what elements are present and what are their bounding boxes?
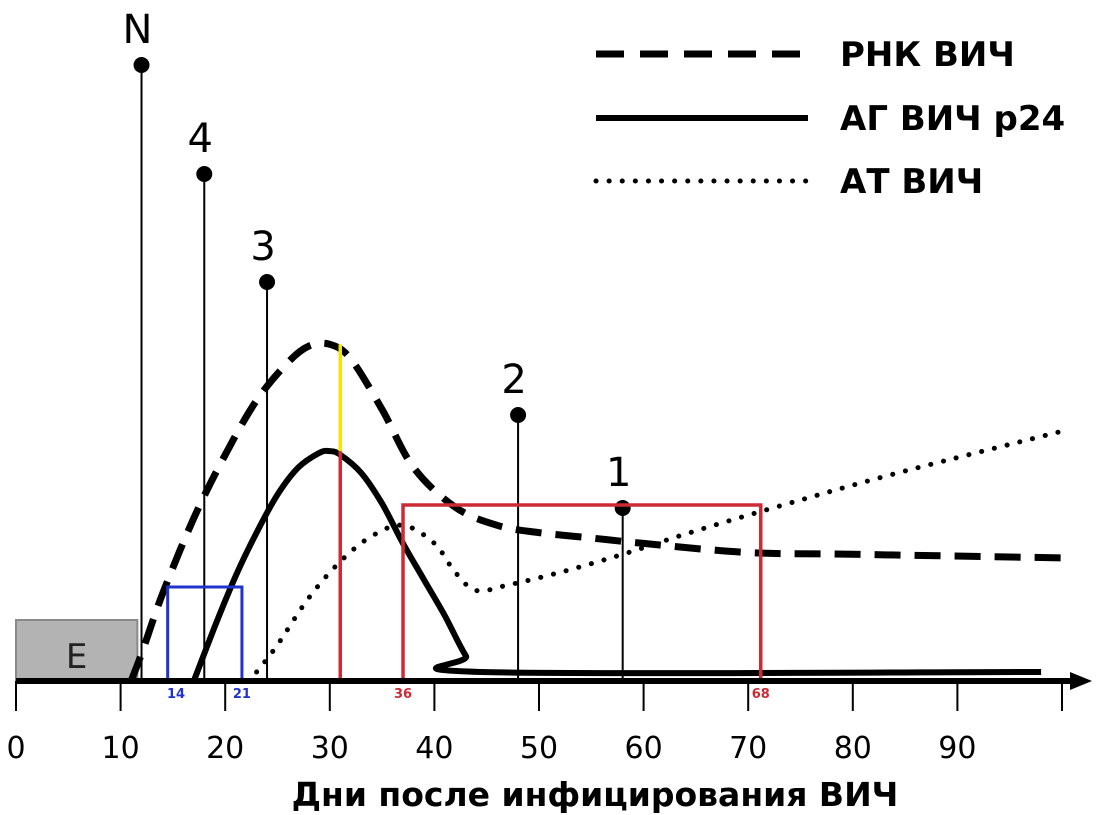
marker-dot-3 (259, 274, 276, 290)
marker-dot-1 (614, 500, 631, 516)
series-lines (127, 339, 1065, 683)
blue-window-start-label: 14 (167, 687, 185, 702)
legend-antibody-label: АТ ВИЧ (840, 162, 983, 202)
x-axis-arrow (1070, 672, 1092, 690)
x-tick-label-40: 40 (415, 731, 453, 766)
x-tick-label-30: 30 (311, 731, 349, 766)
marker-label-1: 1 (606, 450, 631, 496)
x-tick-label-70: 70 (729, 731, 767, 766)
eclipse-box (15, 619, 139, 682)
x-tick-label-50: 50 (520, 731, 558, 766)
detection-windows: 14 21 36 68 (166, 344, 770, 702)
x-axis-title: Дни после инфицирования ВИЧ (292, 775, 899, 814)
markers: N 4 3 2 1 (123, 7, 631, 681)
x-tick-label-0: 0 (6, 731, 25, 766)
x-axis: 0 10 20 30 40 50 60 70 80 90 (6, 672, 1092, 766)
marker-dot-2 (510, 407, 527, 423)
red-window-end-label: 68 (752, 687, 770, 702)
red-window-start-label: 36 (394, 687, 412, 702)
marker-label-4: 4 (188, 116, 213, 162)
marker-dot-N (133, 57, 150, 73)
eclipse-period: E (15, 619, 139, 682)
marker-label-2: 2 (501, 357, 526, 403)
eclipse-label: E (66, 637, 87, 677)
legend: РНК ВИЧ АГ ВИЧ p24 АТ ВИЧ (593, 35, 1065, 202)
legend-p24-label: АГ ВИЧ p24 (840, 99, 1065, 139)
rna-line (127, 339, 1063, 683)
x-tick-label-20: 20 (206, 731, 244, 766)
x-tick-label-80: 80 (834, 731, 872, 766)
x-tick-label-10: 10 (102, 731, 140, 766)
blue-window-box (166, 585, 244, 681)
marker-label-3: 3 (250, 224, 275, 270)
marker-label-N: N (123, 7, 153, 53)
x-tick-label-60: 60 (625, 731, 663, 766)
red-window-box (401, 503, 763, 681)
blue-window-end-label: 21 (233, 687, 251, 702)
legend-rna-label: РНК ВИЧ (840, 35, 1015, 75)
antibody-line (254, 428, 1065, 675)
x-tick-label-90: 90 (938, 731, 976, 766)
marker-dot-4 (196, 166, 213, 182)
p24-line (191, 447, 1042, 683)
